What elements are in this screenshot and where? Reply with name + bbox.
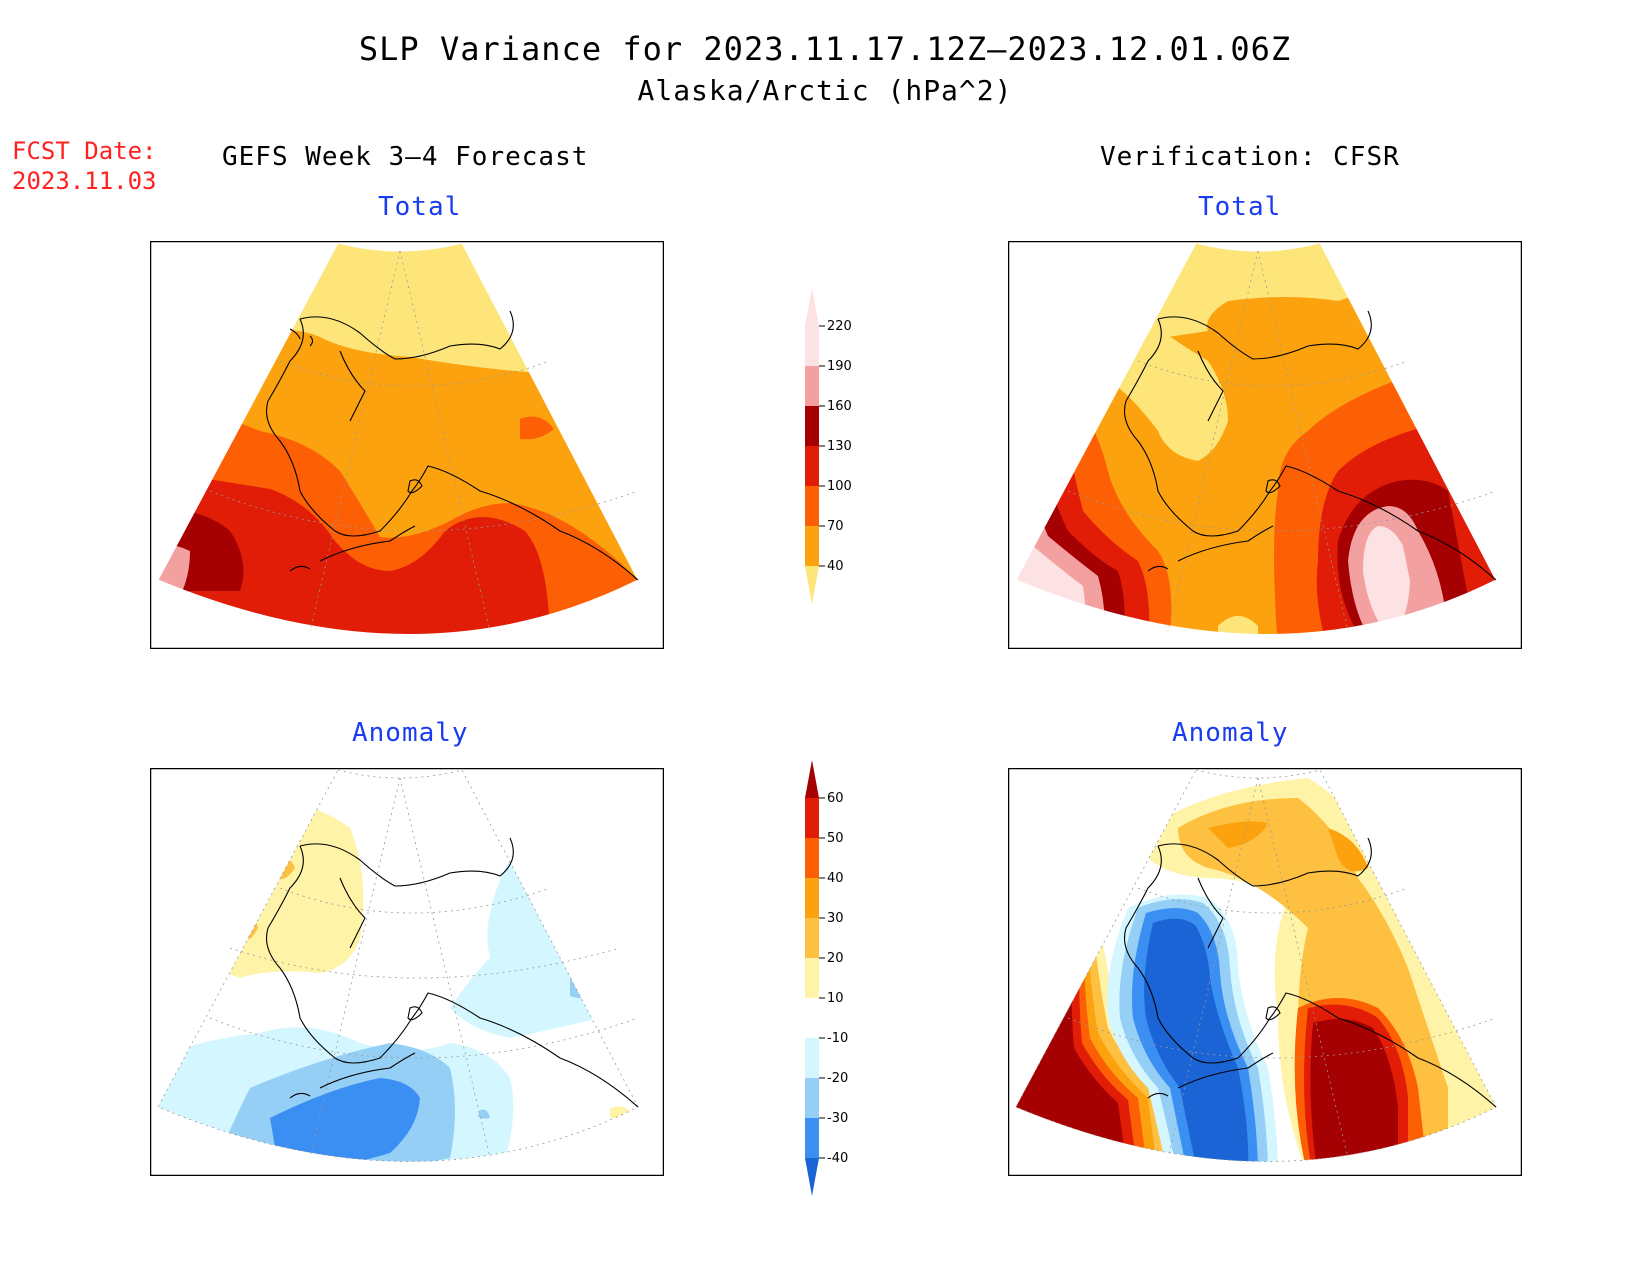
coastline xyxy=(265,837,639,1108)
verification-header: Verification: CFSR xyxy=(1100,142,1400,172)
coastline xyxy=(265,310,639,581)
colorbar-total-tick-label-4: 160 xyxy=(827,399,852,414)
colorbar-anomaly-arrow-low xyxy=(805,1158,819,1196)
colorbar-total: 40 70 100 130 160 190 220 xyxy=(805,288,852,604)
map-panel-verification-total xyxy=(1008,241,1522,649)
colorbar-anomaly-tick-label-7: 40 xyxy=(827,871,844,886)
panel-title-top-left: Total xyxy=(378,192,462,222)
colorbar-anomaly-box-0 xyxy=(805,1118,819,1158)
colorbar-total-tick-label-1: 70 xyxy=(827,519,844,534)
coastline xyxy=(1123,310,1497,581)
colorbar-anomaly-tick-label-1: -30 xyxy=(827,1111,848,1126)
colorbar-anomaly-tick-label-0: -40 xyxy=(827,1151,848,1166)
colorbar-anomaly-box-3 xyxy=(805,998,819,1038)
fcst-date-block: FCST Date: 2023.11.03 xyxy=(12,136,157,196)
colorbar-anomaly-box-7 xyxy=(805,838,819,878)
colorbar-anomaly-box-5 xyxy=(805,918,819,958)
colorbar-total-arrow-low xyxy=(805,566,819,604)
colorbar-anomaly-tick-label-6: 30 xyxy=(827,911,844,926)
colorbar-total-box-5 xyxy=(805,326,819,366)
contour-neg10-neg20-east xyxy=(450,858,600,1038)
fcst-date-label: FCST Date: xyxy=(12,137,157,165)
colorbar-total-arrow-high xyxy=(805,288,819,326)
contour-100-130-patch xyxy=(520,416,554,440)
contour-40-70-south xyxy=(1218,616,1258,635)
colorbar-anomaly-tick-label-2: -20 xyxy=(827,1071,848,1086)
colorbar-total-box-4 xyxy=(805,366,819,406)
colorbar-anomaly-tick-label-5: 20 xyxy=(827,951,844,966)
panel-title-bottom-right: Anomaly xyxy=(1172,718,1289,748)
contour-130-160 xyxy=(158,471,550,635)
map-panel-forecast-total xyxy=(150,241,664,649)
graticule xyxy=(209,250,639,632)
contour-neg30-neg40 xyxy=(270,1078,420,1162)
colorbar-total-tick-label-5: 190 xyxy=(827,359,852,374)
main-subtitle: Alaska/Arctic (hPa^2) xyxy=(637,74,1013,107)
colorbar-anomaly-tick-label-8: 50 xyxy=(827,831,844,846)
graticule xyxy=(1067,250,1497,632)
map-panel-forecast-anomaly xyxy=(150,768,664,1176)
forecast-header: GEFS Week 3–4 Forecast xyxy=(222,142,589,172)
contour-below-neg40 xyxy=(1144,918,1249,1162)
colorbar-anomaly-tick-label-3: -10 xyxy=(827,1031,848,1046)
panel-title-top-right: Total xyxy=(1198,192,1282,222)
graticule xyxy=(1067,777,1497,1159)
main-title: SLP Variance for 2023.11.17.12Z–2023.12.… xyxy=(358,30,1292,68)
colorbar-anomaly-box-1 xyxy=(805,1078,819,1118)
colorbar-anomaly-tick-label-4: 10 xyxy=(827,991,844,1006)
colorbar-total-tick-label-3: 130 xyxy=(827,439,852,454)
colorbar-total-tick-label-0: 40 xyxy=(827,559,844,574)
colorbar-anomaly-tick-label-9: 60 xyxy=(827,791,844,806)
coastline xyxy=(1123,837,1497,1108)
colorbar-total-box-3 xyxy=(805,406,819,446)
colorbar-anomaly-box-8 xyxy=(805,798,819,838)
colorbar-total-box-1 xyxy=(805,486,819,526)
colorbar-total-tick-label-2: 100 xyxy=(827,479,852,494)
colorbar-total-tick-label-6: 220 xyxy=(827,319,852,334)
colorbar-anomaly-box-4 xyxy=(805,958,819,998)
contour-above-60-east xyxy=(1310,1019,1398,1162)
contour-30-40-north xyxy=(1208,821,1268,848)
map-panel-verification-anomaly xyxy=(1008,768,1522,1176)
colorbar-anomaly-box-2 xyxy=(805,1038,819,1078)
panel-title-bottom-left: Anomaly xyxy=(352,718,469,748)
colorbar-anomaly-box-6 xyxy=(805,878,819,918)
graticule xyxy=(209,777,639,1159)
colorbar-anomaly: -40 -30 -20 -10 10 20 30 40 50 60 xyxy=(805,760,848,1196)
colorbar-total-box-2 xyxy=(805,446,819,486)
colorbar-total-box-0 xyxy=(805,526,819,566)
colorbar-anomaly-arrow-high xyxy=(805,760,819,798)
fcst-date-value: 2023.11.03 xyxy=(12,167,157,195)
contour-above-220-east xyxy=(1363,526,1410,635)
